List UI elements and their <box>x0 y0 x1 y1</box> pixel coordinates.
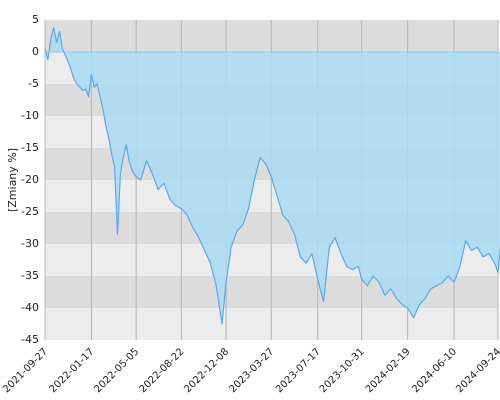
y-tick-label: -20 <box>21 173 39 186</box>
x-tick-label: 2024-06-10 <box>410 346 459 395</box>
series-area-fill <box>45 27 500 324</box>
x-tick-label: 2022-08-22 <box>138 346 187 395</box>
series-line <box>44 27 500 325</box>
x-tick-label: 2024-02-19 <box>364 346 413 395</box>
y-tick-label: -25 <box>21 205 39 218</box>
y-tick-label: -30 <box>21 237 39 250</box>
x-tick-label: 2021-09-27 <box>1 346 50 395</box>
x-tick-label: 2023-03-27 <box>228 346 277 395</box>
x-tick-label: 2024-09-24 <box>454 346 500 395</box>
x-tick-label: 2022-12-08 <box>182 346 231 395</box>
x-tick-label: 2022-01-17 <box>48 346 97 395</box>
y-tick-label: 0 <box>32 45 39 58</box>
y-tick-label: -45 <box>21 333 39 346</box>
x-tick-label: 2023-10-31 <box>318 346 367 395</box>
y-tick-label: -15 <box>21 141 39 154</box>
y-tick-label: -5 <box>28 77 39 90</box>
y-axis-label: [Zmiany %] <box>6 148 19 212</box>
y-tick-label: 5 <box>32 13 39 26</box>
x-tick-label: 2023-07-17 <box>274 346 323 395</box>
y-tick-label: -35 <box>21 269 39 282</box>
y-tick-label: -10 <box>21 109 39 122</box>
x-tick-label: 2022-05-05 <box>92 346 141 395</box>
y-tick-label: -40 <box>21 301 39 314</box>
